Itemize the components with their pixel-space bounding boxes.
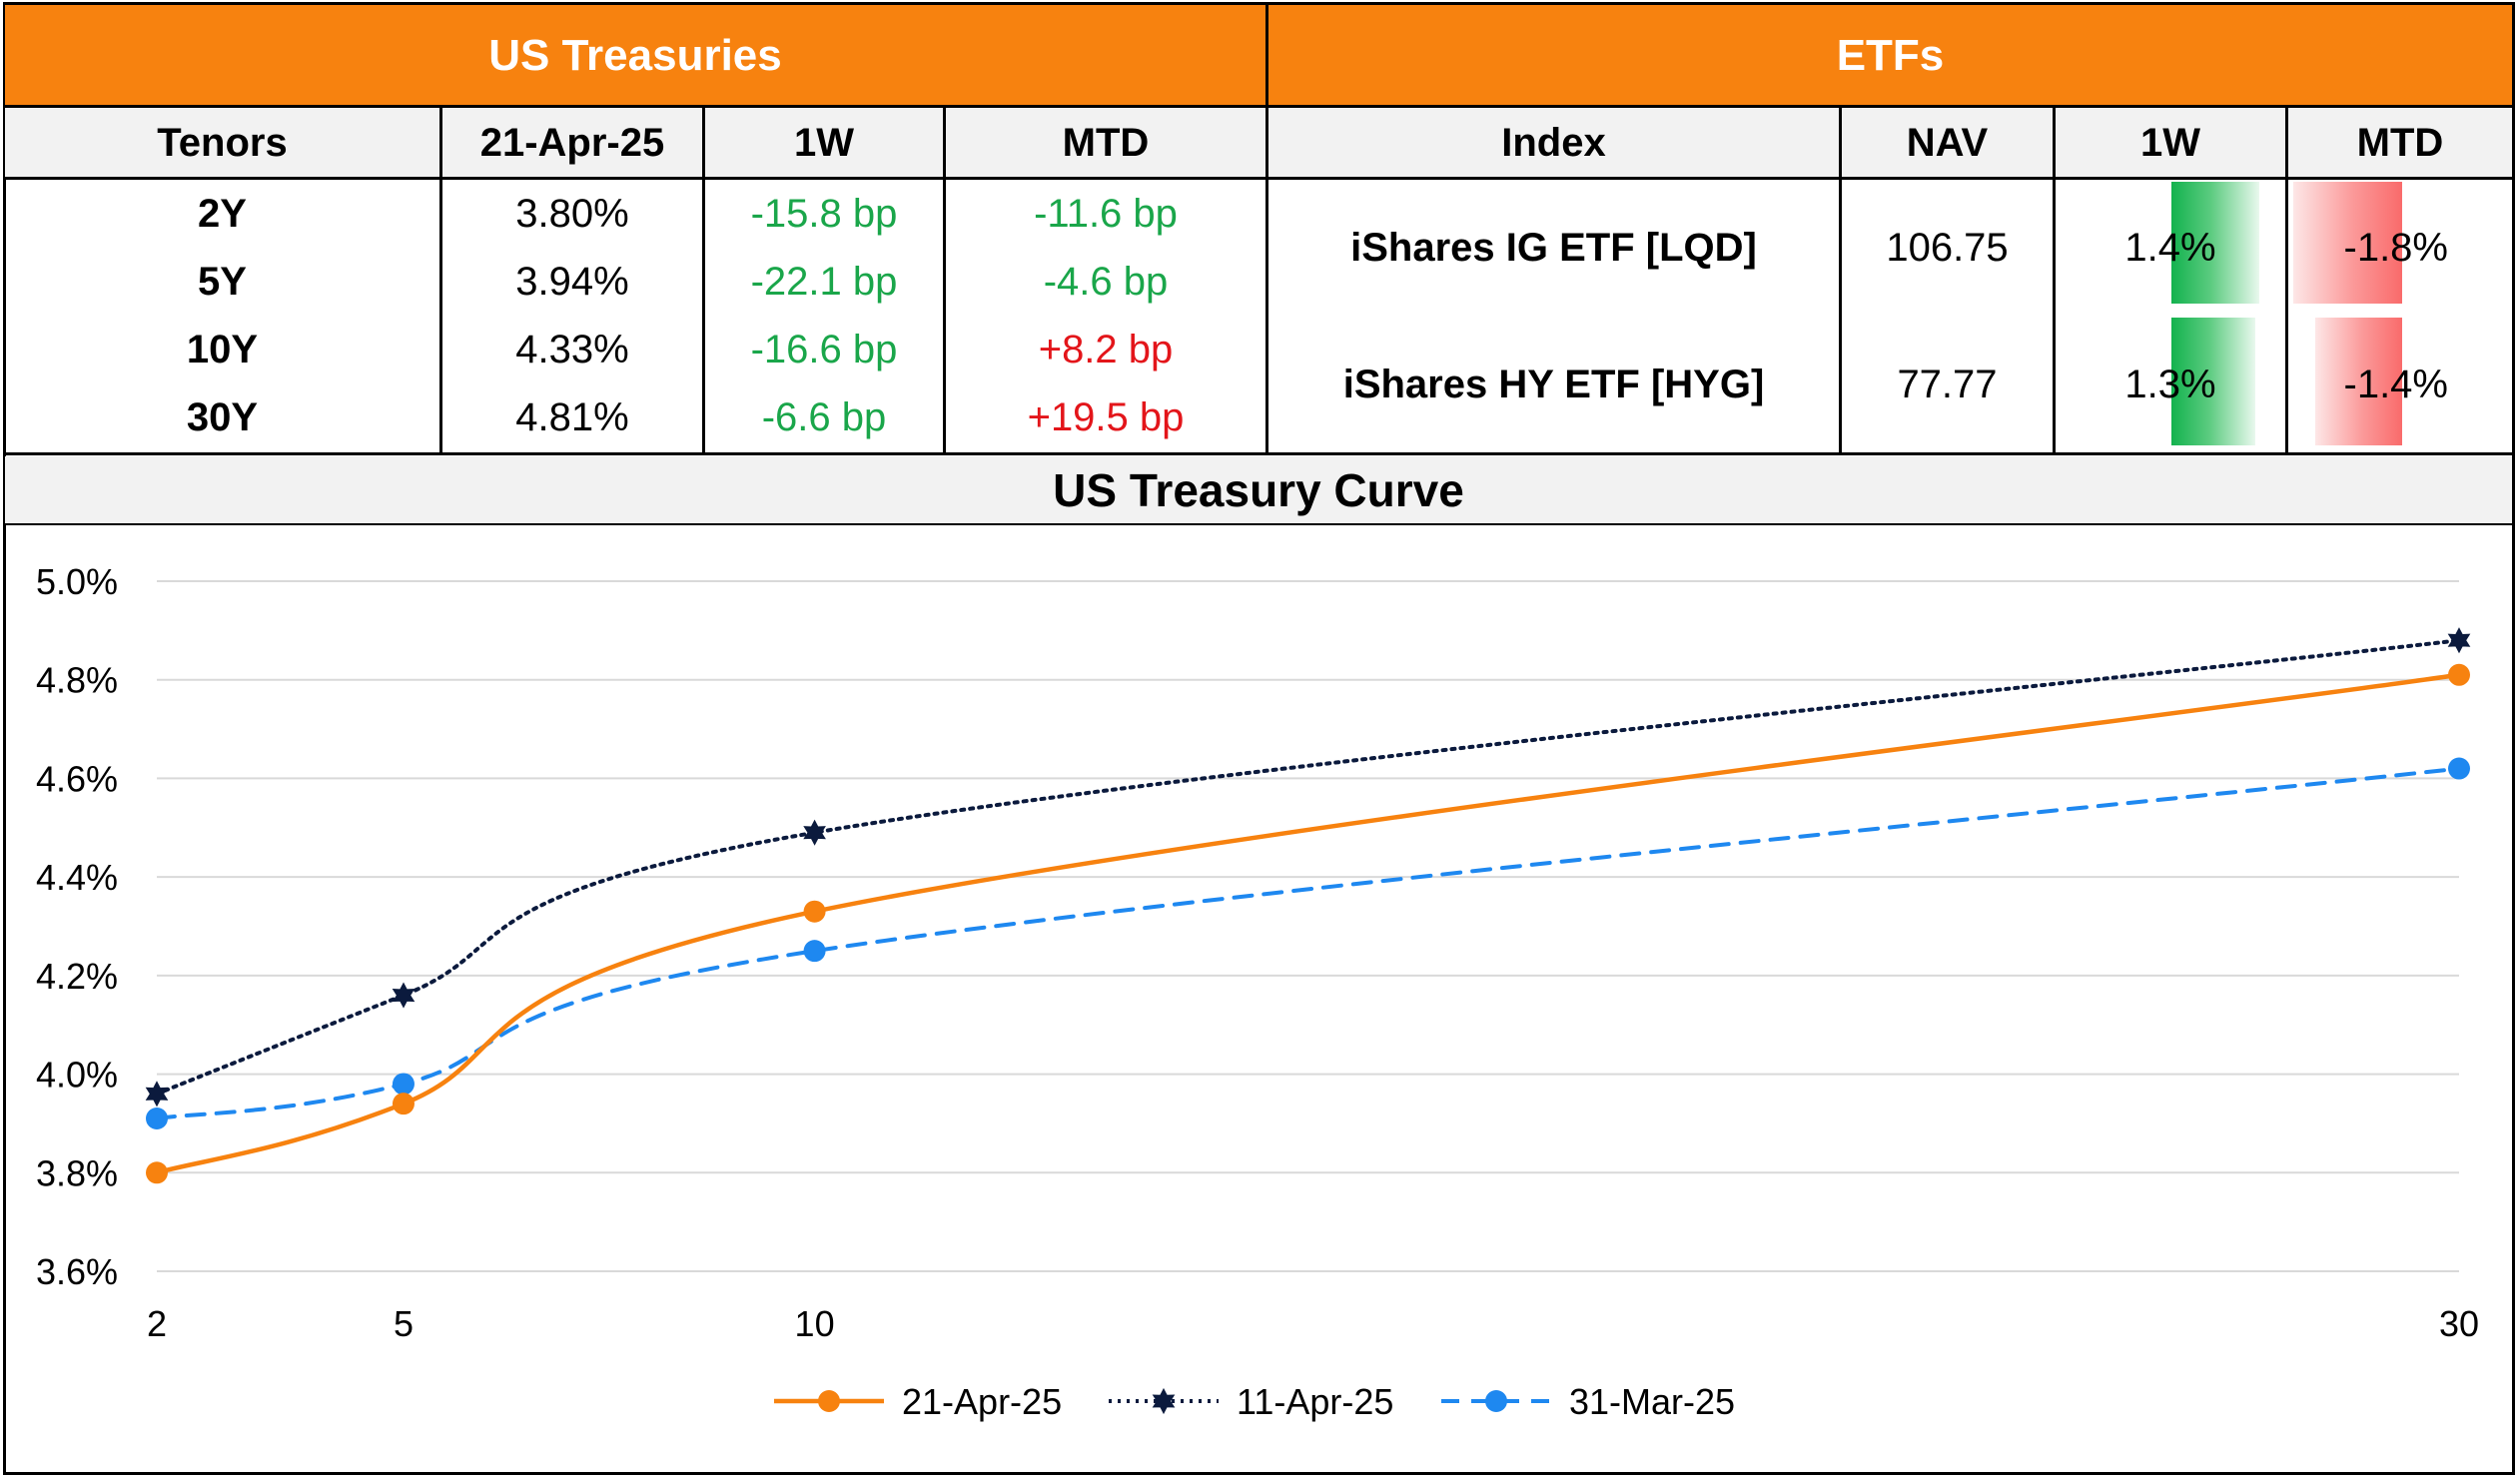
- legend-marker: [1485, 1390, 1507, 1412]
- divider: [943, 107, 946, 454]
- data-point: [392, 1093, 415, 1115]
- data-point: [2448, 663, 2470, 686]
- etf-hyg-1w-databar: [2171, 318, 2255, 445]
- yield-10y: 4.33%: [515, 327, 629, 371]
- col-header-tenors: Tenors: [5, 107, 439, 179]
- data-point: [392, 1073, 415, 1096]
- x-tick-label: 5: [394, 1303, 414, 1344]
- y-tick-label: 3.6%: [36, 1251, 118, 1292]
- change-mtd-2y: -11.6 bp: [1034, 191, 1178, 236]
- col-header-nav: NAV: [1842, 107, 2053, 179]
- etf-lqd-mtd-databar: [2293, 182, 2402, 304]
- divider: [2053, 107, 2056, 454]
- divider: [5, 177, 2512, 180]
- yield-30y: 4.81%: [515, 394, 629, 439]
- divider: [5, 452, 2512, 455]
- etf-lqd-name: iShares IG ETF [LQD]: [1350, 225, 1757, 270]
- divider: [1839, 107, 1842, 454]
- divider: [5, 522, 2512, 525]
- tenor-30y: 30Y: [186, 394, 259, 439]
- divider: [1265, 5, 1268, 454]
- legend-marker: [818, 1390, 840, 1412]
- data-point: [145, 1081, 169, 1108]
- col-header-mtd: MTD: [946, 107, 1265, 179]
- etf-hyg-mtd-databar: [2315, 318, 2402, 445]
- tenor-5y: 5Y: [198, 259, 247, 304]
- tenor-10y: 10Y: [186, 327, 259, 371]
- y-tick-label: 4.6%: [36, 758, 118, 799]
- yield-2y: 3.80%: [515, 191, 629, 236]
- legend-label: 31-Mar-25: [1569, 1381, 1735, 1422]
- yield-5y: 3.94%: [515, 259, 629, 304]
- col-header-etf-mtd: MTD: [2288, 107, 2512, 179]
- etf-lqd-1w: 1.4%: [2124, 225, 2216, 270]
- col-header-1w: 1W: [705, 107, 943, 179]
- change-mtd-5y: -4.6 bp: [1043, 259, 1169, 304]
- chart-title: US Treasury Curve: [5, 456, 2512, 523]
- tenor-2y: 2Y: [198, 191, 247, 236]
- y-tick-label: 4.0%: [36, 1055, 118, 1096]
- change-1w-30y: -6.6 bp: [761, 394, 887, 439]
- x-tick-label: 2: [147, 1303, 167, 1344]
- col-header-index: Index: [1268, 107, 1839, 179]
- etf-lqd-mtd: -1.8%: [2343, 225, 2449, 270]
- etf-lqd-nav: 106.75: [1886, 225, 2009, 270]
- legend-label: 21-Apr-25: [902, 1381, 1062, 1422]
- data-point: [146, 1161, 168, 1184]
- divider: [439, 107, 442, 454]
- series-line-0: [154, 672, 2462, 1175]
- y-tick-label: 4.8%: [36, 660, 118, 701]
- x-tick-label: 30: [2439, 1303, 2479, 1344]
- dashboard-frame: [3, 2, 2515, 1475]
- etf-lqd-1w-databar: [2171, 182, 2259, 304]
- y-tick-label: 4.4%: [36, 857, 118, 898]
- change-1w-2y: -15.8 bp: [750, 191, 898, 236]
- etf-hyg-1w: 1.3%: [2124, 362, 2216, 406]
- change-mtd-10y: +8.2 bp: [1038, 327, 1174, 371]
- data-point: [803, 900, 826, 923]
- change-1w-10y: -16.6 bp: [750, 327, 898, 371]
- col-header-date: 21-Apr-25: [442, 107, 702, 179]
- data-point: [803, 940, 826, 963]
- col-header-etf-1w: 1W: [2056, 107, 2285, 179]
- data-point: [146, 1107, 168, 1129]
- etf-hyg-mtd: -1.4%: [2343, 362, 2449, 406]
- legend-label: 11-Apr-25: [1237, 1381, 1393, 1422]
- divider: [702, 107, 705, 454]
- divider: [5, 105, 2512, 108]
- y-tick-label: 3.8%: [36, 1152, 118, 1193]
- etf-hyg-name: iShares HY ETF [HYG]: [1342, 362, 1765, 406]
- x-tick-label: 10: [795, 1303, 835, 1344]
- series-line-1: [155, 638, 2461, 1097]
- divider: [2285, 107, 2288, 454]
- series-line-2: [155, 766, 2461, 1120]
- change-1w-5y: -22.1 bp: [750, 259, 898, 304]
- data-point: [2448, 757, 2470, 780]
- data-point: [392, 982, 416, 1009]
- y-tick-label: 4.2%: [36, 956, 118, 997]
- legend-marker: [1152, 1387, 1176, 1415]
- etf-hyg-nav: 77.77: [1897, 362, 1998, 406]
- etfs-header: ETFs: [1268, 5, 2512, 107]
- y-tick-label: 5.0%: [36, 561, 118, 602]
- treasuries-header: US Treasuries: [5, 5, 1265, 107]
- data-point: [2447, 627, 2471, 654]
- change-mtd-30y: +19.5 bp: [1027, 394, 1185, 439]
- data-point: [803, 819, 826, 846]
